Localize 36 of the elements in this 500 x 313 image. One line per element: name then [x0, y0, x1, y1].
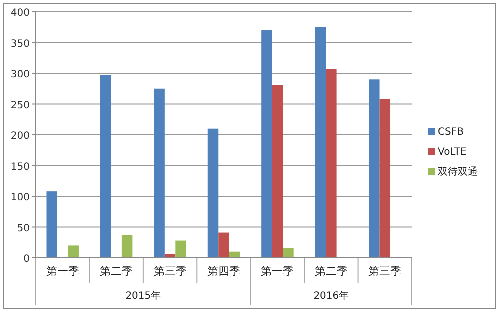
- y-tick-label: 0: [24, 254, 30, 265]
- bar: [154, 88, 165, 258]
- legend-label: 双待双通: [438, 166, 478, 178]
- y-tick-label: 50: [17, 223, 30, 234]
- bar: [122, 235, 133, 258]
- legend-label: CSFB: [438, 127, 464, 138]
- bar: [68, 246, 79, 258]
- bar: [380, 99, 391, 258]
- y-tick-label: 250: [10, 100, 30, 112]
- legend-label: VoLTE: [438, 147, 467, 158]
- y-tick-label: 300: [10, 70, 30, 80]
- x-tick-label: 第一季: [46, 265, 80, 278]
- bar: [100, 75, 112, 258]
- x-tick-label: 第三季: [368, 265, 402, 278]
- bar: [315, 27, 326, 258]
- x-tick-label: 第二季: [100, 265, 134, 278]
- bar: [369, 80, 380, 258]
- y-tick-label: 400: [10, 8, 30, 19]
- bar: [283, 248, 294, 258]
- y-tick-label: 100: [10, 192, 30, 204]
- y-tick-label: 150: [10, 162, 30, 173]
- y-tick-label: 200: [10, 131, 30, 142]
- bar: [326, 69, 337, 258]
- x-tick-label: 第二季: [314, 265, 348, 278]
- bar: [218, 232, 230, 258]
- text: 2015年: [126, 290, 162, 302]
- bar: [208, 128, 219, 258]
- x-tick-label: 第四季: [208, 265, 240, 278]
- y-tick-label: 350: [10, 38, 30, 50]
- bar: [46, 192, 58, 258]
- bar: [272, 85, 284, 258]
- x-tick-label: 第三季: [154, 265, 187, 278]
- text: 2016年: [314, 290, 350, 302]
- bar: [262, 30, 272, 258]
- x-tick-label: 第一季: [261, 265, 294, 278]
- bar: [176, 240, 186, 258]
